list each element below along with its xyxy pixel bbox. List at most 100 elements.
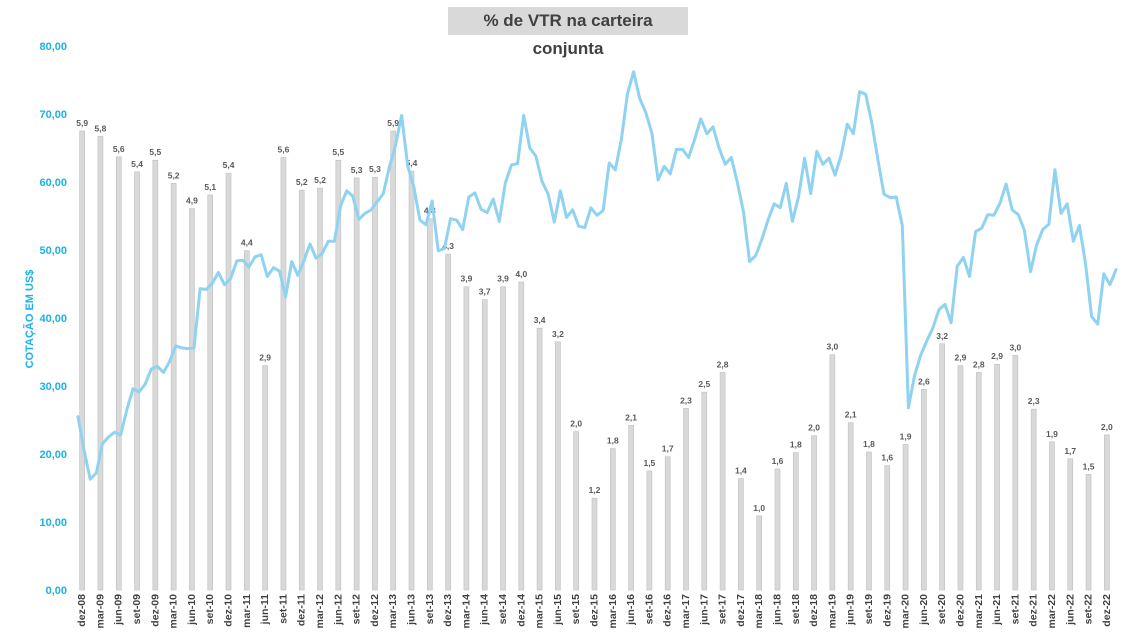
bar-data-label: 1,2	[589, 485, 601, 495]
x-tick-label: dez-08	[76, 594, 88, 627]
bar	[445, 253, 451, 591]
bar	[189, 208, 195, 591]
x-tick-label: set-10	[204, 594, 216, 625]
bar-data-label: 5,2	[296, 177, 308, 187]
bar-data-label: 1,9	[1046, 429, 1058, 439]
bar-data-label: 2,8	[973, 359, 985, 369]
bar	[1049, 441, 1055, 591]
bar-data-label: 4,3	[442, 241, 454, 251]
x-tick-label: jun-16	[625, 594, 637, 626]
x-tick-label: jun-18	[771, 594, 783, 626]
x-tick-label: set-12	[351, 594, 363, 625]
x-tick-label: jun-10	[186, 594, 198, 626]
line-series	[76, 70, 1118, 481]
bar-series	[79, 130, 1110, 591]
y-tick-label: 10,00	[39, 517, 67, 529]
bar	[664, 456, 671, 591]
bar-data-label: 2,6	[918, 376, 930, 386]
x-tick-label: dez-16	[662, 594, 674, 627]
x-tick-label: set-20	[936, 594, 948, 625]
bar-data-label: 2,1	[845, 410, 857, 420]
bar	[408, 170, 415, 591]
bar	[921, 389, 927, 591]
bar-data-label: 3,0	[1009, 342, 1021, 352]
bar	[536, 327, 543, 591]
bar	[573, 431, 580, 591]
bar	[481, 299, 488, 591]
bar-data-label: 5,4	[406, 158, 418, 168]
bar	[646, 470, 653, 591]
bar	[298, 189, 305, 591]
bar	[170, 183, 177, 591]
bar	[225, 172, 232, 591]
bar-data-label: 2,3	[1028, 396, 1040, 406]
x-tick-label: set-11	[277, 594, 289, 624]
bar	[115, 156, 122, 591]
x-tick-label: dez-19	[881, 594, 893, 627]
x-tick-label: jun-13	[406, 594, 418, 626]
bar-data-label: 4,9	[186, 196, 198, 206]
x-tick-label: jun-19	[845, 594, 857, 626]
bar-data-label: 5,9	[387, 118, 399, 128]
bar	[1030, 408, 1037, 591]
bar-data-label: 3,2	[552, 329, 564, 339]
x-tick-label: mar-21	[973, 594, 985, 629]
x-tick-label: dez-14	[515, 594, 527, 627]
bar	[207, 194, 214, 591]
bar	[390, 130, 397, 591]
bar	[847, 422, 854, 591]
x-tick-label: dez-10	[223, 594, 235, 627]
y-tick-label: 40,00	[39, 313, 67, 325]
bar-data-label: 1,6	[881, 453, 893, 463]
bar	[427, 218, 433, 591]
bar	[683, 408, 689, 591]
bar-data-label: 1,4	[735, 465, 747, 475]
bar	[628, 425, 634, 591]
bar	[738, 478, 744, 591]
x-tick-label: dez-18	[808, 594, 820, 627]
bar-data-label: 1,9	[900, 431, 912, 441]
x-tick-label: dez-20	[954, 594, 966, 627]
bar	[97, 136, 104, 591]
bar-data-label: 5,9	[76, 118, 88, 128]
x-tick-label: mar-12	[314, 594, 326, 629]
bar	[353, 177, 360, 591]
bar-data-labels: 5,9 5,8 5,6 5,4 5,5 5,2 4,9 5,1 5,4 4,4 2,9 5,6 5,2 5…	[76, 118, 1113, 513]
bar	[244, 250, 250, 591]
bar-data-label: 3,9	[460, 274, 472, 284]
bar-data-label: 5,3	[351, 165, 363, 175]
bar-data-label: 4,0	[515, 269, 527, 279]
bar-data-label: 1,7	[662, 444, 674, 454]
bar-data-label: 5,2	[314, 175, 326, 185]
x-tick-label: dez-13	[442, 594, 454, 627]
bar	[1104, 434, 1110, 591]
bar-data-label: 2,9	[955, 353, 967, 363]
bar	[518, 281, 525, 591]
y-tick-label: 70,00	[39, 109, 67, 121]
bar-data-label: 2,9	[259, 353, 271, 363]
bar-data-label: 1,8	[607, 436, 619, 446]
y-tick-label: 80,00	[39, 41, 67, 53]
x-tick-label: jun-14	[479, 594, 491, 626]
bar-data-label: 5,2	[168, 170, 180, 180]
bar	[591, 497, 598, 591]
x-axis-ticks: dez-08 mar-09 jun-09 set-09 dez-09 mar-10 jun-…	[76, 594, 1113, 629]
bar-data-label: 5,8	[95, 123, 107, 133]
x-tick-label: set-22	[1083, 594, 1095, 625]
x-tick-label: mar-17	[680, 594, 692, 629]
bar	[500, 286, 506, 591]
bar-data-label: 5,4	[131, 159, 143, 169]
x-tick-label: set-13	[424, 594, 436, 625]
bar	[555, 341, 561, 591]
bar	[280, 157, 287, 591]
bar	[829, 354, 836, 591]
bar	[463, 286, 470, 591]
bar-data-label: 1,8	[863, 439, 875, 449]
bar	[1067, 458, 1074, 591]
bar	[774, 468, 781, 591]
bar-data-label: 2,8	[717, 359, 729, 369]
bar-data-label: 2,1	[625, 412, 637, 422]
bar-data-label: 3,2	[936, 331, 948, 341]
x-tick-label: mar-11	[241, 594, 253, 628]
